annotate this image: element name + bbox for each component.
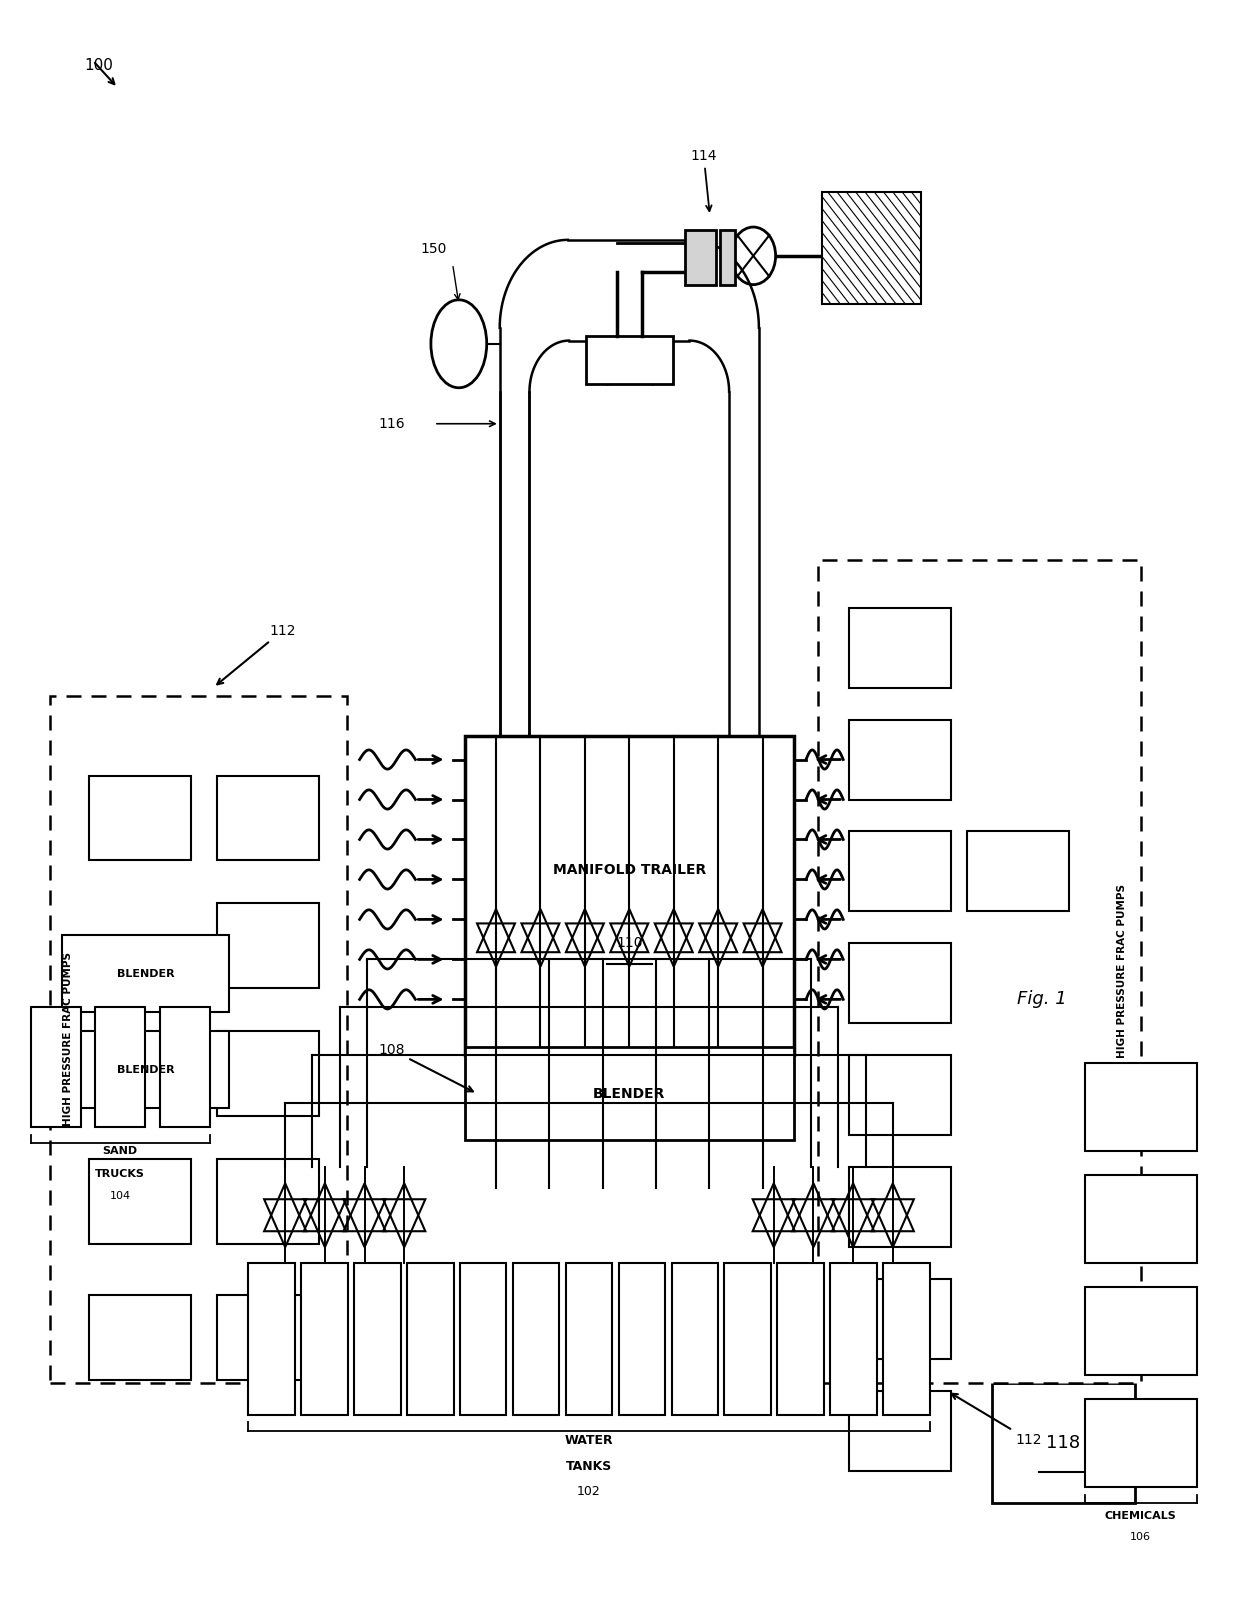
- FancyBboxPatch shape: [217, 903, 319, 988]
- FancyBboxPatch shape: [849, 943, 951, 1023]
- Text: 100: 100: [84, 58, 113, 72]
- FancyBboxPatch shape: [460, 1263, 506, 1415]
- FancyBboxPatch shape: [849, 1167, 951, 1247]
- FancyBboxPatch shape: [831, 1263, 877, 1415]
- FancyBboxPatch shape: [248, 1263, 295, 1415]
- FancyBboxPatch shape: [849, 1391, 951, 1471]
- FancyBboxPatch shape: [724, 1263, 771, 1415]
- FancyBboxPatch shape: [217, 1159, 319, 1244]
- FancyBboxPatch shape: [777, 1263, 825, 1415]
- Text: CHEMICALS: CHEMICALS: [1105, 1511, 1177, 1521]
- Text: BLENDER: BLENDER: [117, 1065, 175, 1075]
- Text: 108: 108: [378, 1043, 472, 1092]
- Text: Fig. 1: Fig. 1: [1017, 990, 1066, 1009]
- FancyBboxPatch shape: [818, 560, 1141, 1383]
- FancyBboxPatch shape: [849, 608, 951, 688]
- FancyBboxPatch shape: [301, 1263, 347, 1415]
- FancyBboxPatch shape: [512, 1263, 559, 1415]
- Text: 110: 110: [616, 937, 642, 950]
- FancyBboxPatch shape: [217, 1031, 319, 1116]
- Text: HIGH PRESSURE FRAC PUMPS: HIGH PRESSURE FRAC PUMPS: [1117, 884, 1127, 1059]
- FancyBboxPatch shape: [465, 736, 794, 1055]
- FancyBboxPatch shape: [50, 696, 347, 1383]
- Text: 114: 114: [691, 149, 717, 211]
- FancyBboxPatch shape: [849, 1279, 951, 1359]
- Text: 150: 150: [420, 241, 446, 256]
- FancyBboxPatch shape: [95, 1007, 145, 1127]
- FancyBboxPatch shape: [565, 1263, 613, 1415]
- FancyBboxPatch shape: [62, 935, 229, 1012]
- FancyBboxPatch shape: [849, 1055, 951, 1135]
- Text: 106: 106: [1131, 1532, 1151, 1541]
- FancyBboxPatch shape: [619, 1263, 666, 1415]
- FancyBboxPatch shape: [465, 1047, 794, 1140]
- Text: TRUCKS: TRUCKS: [95, 1169, 145, 1178]
- FancyBboxPatch shape: [821, 192, 920, 304]
- FancyBboxPatch shape: [217, 776, 319, 860]
- Text: 102: 102: [577, 1485, 601, 1498]
- FancyBboxPatch shape: [849, 831, 951, 911]
- Text: 112: 112: [952, 1394, 1042, 1447]
- FancyBboxPatch shape: [217, 1295, 319, 1380]
- FancyBboxPatch shape: [89, 776, 191, 860]
- FancyBboxPatch shape: [89, 1295, 191, 1380]
- Text: TANKS: TANKS: [565, 1460, 613, 1473]
- FancyBboxPatch shape: [160, 1007, 210, 1127]
- FancyBboxPatch shape: [89, 1159, 191, 1244]
- FancyBboxPatch shape: [1085, 1287, 1197, 1375]
- Text: SAND: SAND: [103, 1146, 138, 1156]
- Text: 116: 116: [378, 417, 404, 430]
- FancyBboxPatch shape: [1085, 1175, 1197, 1263]
- FancyBboxPatch shape: [684, 230, 717, 285]
- FancyBboxPatch shape: [31, 1007, 81, 1127]
- FancyBboxPatch shape: [1085, 1399, 1197, 1487]
- Text: HIGH PRESSURE FRAC PUMPS: HIGH PRESSURE FRAC PUMPS: [63, 953, 73, 1126]
- FancyBboxPatch shape: [967, 831, 1069, 911]
- Text: 112: 112: [217, 624, 295, 684]
- Text: BLENDER: BLENDER: [117, 969, 175, 979]
- Text: 118: 118: [1047, 1434, 1080, 1452]
- FancyBboxPatch shape: [719, 230, 734, 285]
- FancyBboxPatch shape: [585, 336, 672, 384]
- FancyBboxPatch shape: [407, 1263, 454, 1415]
- FancyBboxPatch shape: [672, 1263, 718, 1415]
- Text: MANIFOLD TRAILER: MANIFOLD TRAILER: [553, 863, 706, 876]
- FancyBboxPatch shape: [849, 720, 951, 800]
- FancyBboxPatch shape: [353, 1263, 401, 1415]
- FancyBboxPatch shape: [62, 1031, 229, 1108]
- Text: WATER: WATER: [564, 1434, 614, 1447]
- Text: 104: 104: [109, 1191, 131, 1201]
- FancyBboxPatch shape: [1085, 1063, 1197, 1151]
- FancyBboxPatch shape: [992, 1383, 1135, 1503]
- FancyBboxPatch shape: [883, 1263, 930, 1415]
- Text: BLENDER: BLENDER: [593, 1087, 666, 1100]
